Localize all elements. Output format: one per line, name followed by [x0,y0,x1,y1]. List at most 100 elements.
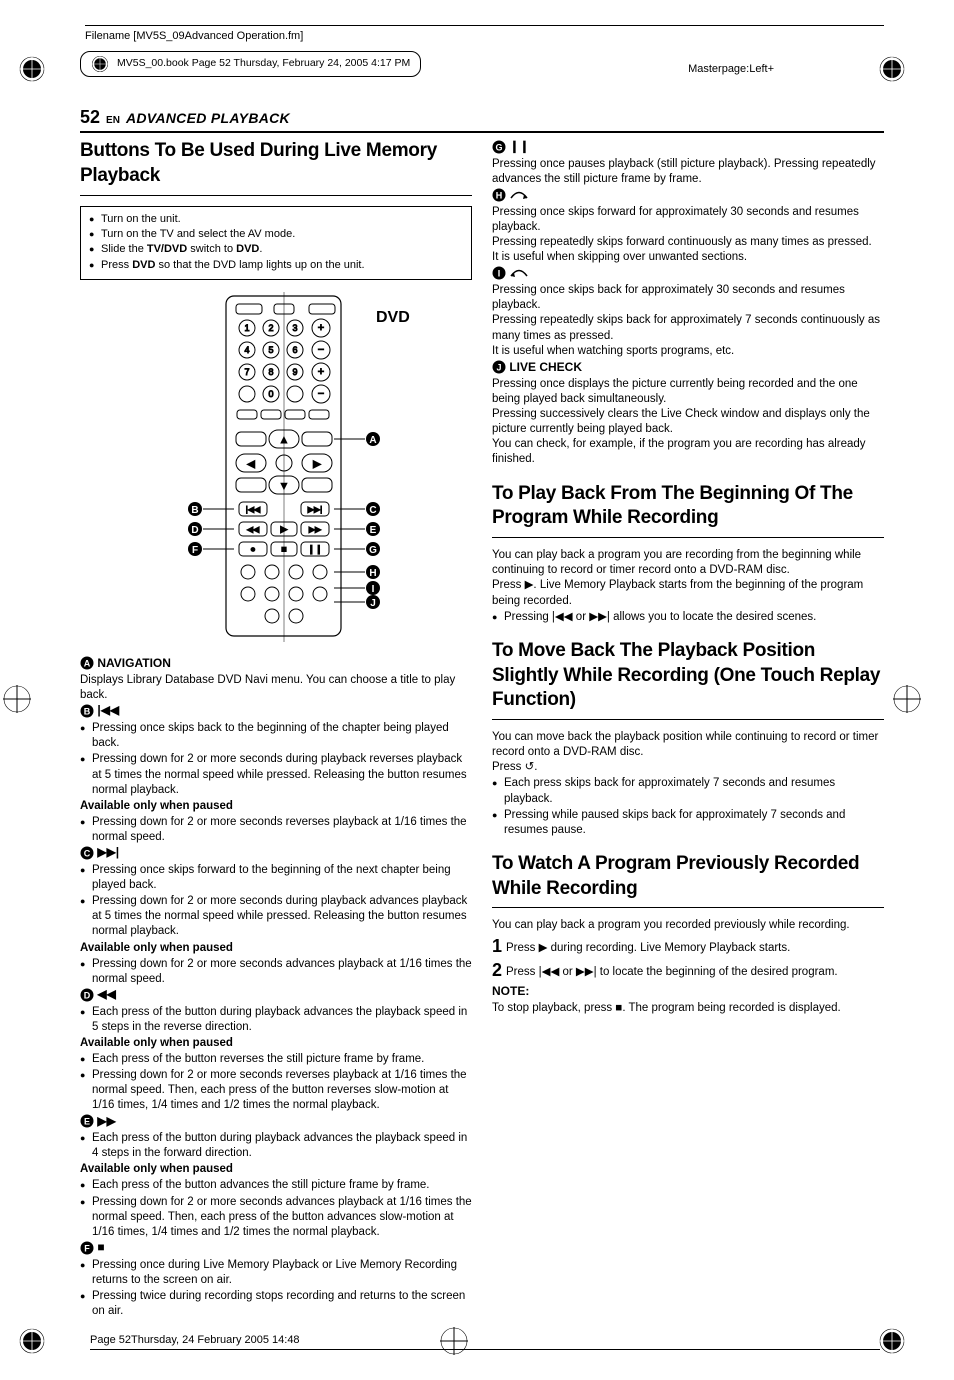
list-item: Pressing down for 2 or more seconds duri… [80,894,472,940]
pause-icon: ❙❙ [509,139,529,155]
list-item: Pressing twice during recording stops re… [80,1289,472,1319]
list-item: Pressing once during Live Memory Playbac… [80,1258,472,1288]
list-item: Each press of the button advances the st… [80,1178,472,1193]
list-item: Pressing while paused skips back for app… [492,808,884,838]
book-icon [91,55,109,73]
item-d-subhead: Available only when paused [80,1036,472,1051]
svg-text:6: 6 [292,345,297,355]
printer-mark [893,685,921,713]
svg-text:I: I [372,584,375,595]
list-item: Each press of the button during playback… [80,1005,472,1035]
prev-chapter-icon: |◀◀ [97,703,119,719]
section-heading-1: To Play Back From The Beginning Of The P… [492,482,884,538]
svg-text:7: 7 [244,367,249,377]
svg-text:9: 9 [292,367,297,377]
item-f-head: F ■ [80,1241,472,1257]
item-h-head: H [492,188,884,204]
svg-text:−: − [318,388,324,400]
svg-text:A: A [84,659,91,669]
section-1-body: You can play back a program you are reco… [492,548,884,609]
item-g-head: G ❙❙ [492,140,884,156]
printer-mark [18,55,46,83]
printer-mark [3,685,31,713]
svg-text:▶▶: ▶▶ [309,525,322,534]
svg-text:E: E [84,1117,90,1127]
section-3-body: You can play back a program you recorded… [492,918,884,933]
svg-text:D: D [191,525,198,536]
svg-text:F: F [192,545,198,556]
list-item: Pressing once skips back to the beginnin… [80,721,472,751]
main-heading: Buttons To Be Used During Live Memory Pl… [80,139,472,195]
svg-text:◀: ◀ [247,459,255,470]
svg-text:I: I [498,269,501,279]
svg-text:G: G [495,143,502,153]
list-item: Pressing down for 2 or more seconds adva… [80,1195,472,1241]
lang-code: EN [106,114,120,127]
svg-text:D: D [84,990,91,1000]
item-i-body: Pressing once skips back for approximate… [492,283,884,359]
svg-text:4: 4 [244,345,249,355]
svg-text:F: F [84,1243,90,1253]
list-item: Turn on the unit. [89,212,463,226]
svg-text:B: B [191,505,198,516]
svg-text:J: J [370,598,376,609]
svg-text:B: B [84,707,91,717]
book-text: MV5S_00.book Page 52 Thursday, February … [117,57,410,71]
svg-text:A: A [369,435,376,446]
list-item: Pressing once skips forward to the begin… [80,863,472,893]
svg-text:▶: ▶ [313,459,321,470]
svg-text:1: 1 [244,323,249,333]
book-header: MV5S_00.book Page 52 Thursday, February … [80,51,421,77]
item-b-head: B |◀◀ [80,704,472,720]
list-item: Pressing down for 2 or more seconds duri… [80,752,472,798]
page-header: 52 EN ADVANCED PLAYBACK [80,106,884,133]
svg-text:+: + [318,366,324,378]
item-j-body: Pressing once displays the picture curre… [492,377,884,468]
printer-mark [18,1327,46,1355]
item-c-head: C ▶▶| [80,846,472,862]
item-g-body: Pressing once pauses playback (still pic… [492,157,884,187]
stop-icon: ■ [97,1240,104,1256]
svg-text:▶▶|: ▶▶| [308,505,322,514]
item-a-head: A NAVIGATION [80,656,472,672]
section-2-body: You can move back the playback position … [492,730,884,776]
svg-text:0: 0 [268,389,273,399]
setup-box: Turn on the unit.Turn on the TV and sele… [80,206,472,280]
skip-back-icon [509,267,529,279]
svg-text:8: 8 [268,367,273,377]
svg-text:C: C [369,505,376,516]
svg-text:+: + [318,322,324,334]
list-item: Slide the TV/DVD switch to DVD. [89,242,463,256]
step-1: 1Press ▶ during recording. Live Memory P… [492,935,884,959]
section-title: ADVANCED PLAYBACK [126,109,290,127]
left-column: Buttons To Be Used During Live Memory Pl… [80,139,472,1320]
svg-text:|◀◀: |◀◀ [246,505,261,514]
step-2: 2Press |◀◀ or ▶▶| to locate the beginnin… [492,959,884,983]
svg-text:G: G [369,545,377,556]
item-c-subhead: Available only when paused [80,941,472,956]
svg-text:−: − [318,344,324,356]
printer-mark [878,1327,906,1355]
svg-text:❙❙: ❙❙ [307,544,322,555]
note-label: NOTE: [492,984,884,1000]
svg-text:5: 5 [268,345,273,355]
list-item: Each press of the button reverses the st… [80,1052,472,1067]
list-item: Turn on the TV and select the AV mode. [89,227,463,241]
item-a-body: Displays Library Database DVD Navi menu.… [80,673,472,703]
page-number: 52 [80,106,100,129]
svg-text:3: 3 [292,323,297,333]
note-body: To stop playback, press ■. The program b… [492,1001,884,1016]
svg-text:2: 2 [268,323,273,333]
item-i-head: I [492,267,884,283]
list-item: Each press skips back for approximately … [492,776,884,806]
right-column: G ❙❙ Pressing once pauses playback (stil… [492,139,884,1320]
item-b-subhead: Available only when paused [80,799,472,814]
list-item: Each press of the button during playback… [80,1131,472,1161]
item-e-subhead: Available only when paused [80,1162,472,1177]
masterpage-label: Masterpage:Left+ [688,62,774,76]
fast-forward-icon: ▶▶ [97,1114,115,1130]
printer-mark [878,55,906,83]
svg-text:●: ● [250,544,255,554]
list-item: Pressing down for 2 or more seconds reve… [80,1068,472,1114]
list-item: Pressing down for 2 or more seconds adva… [80,957,472,987]
